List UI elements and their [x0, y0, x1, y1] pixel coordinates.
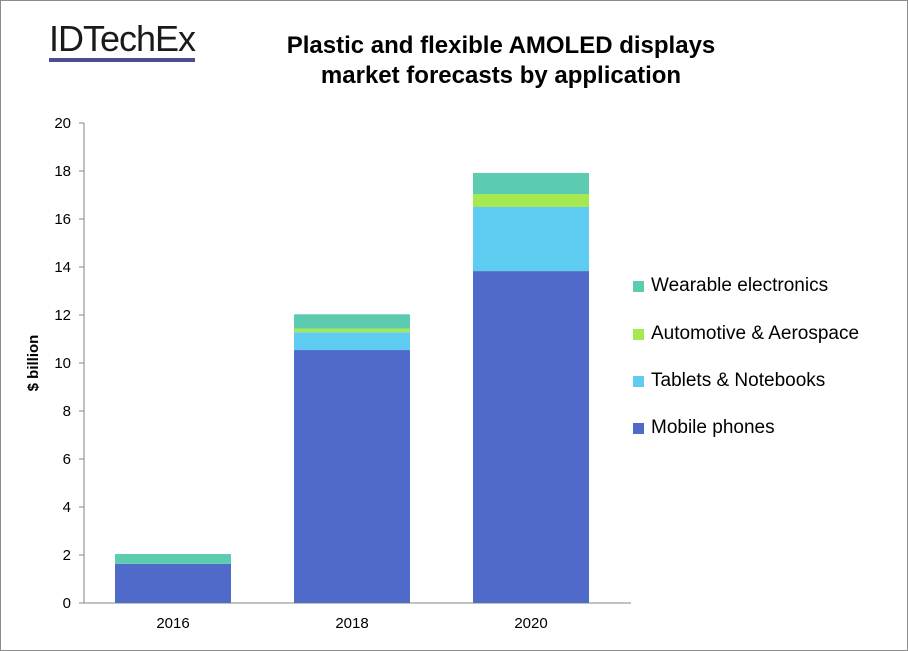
bar-segment-automotive-aerospace-2018 [294, 328, 410, 333]
legend-item: Tablets & Notebooks [633, 370, 825, 392]
bar-segment-mobile-phones-2020 [473, 271, 589, 603]
bar-segment-tablets-notebooks-2018 [294, 332, 410, 351]
legend-swatch [633, 422, 644, 434]
title-line-1: Plastic and flexible AMOLED displays [286, 32, 716, 59]
legend-item: Mobile phones [633, 417, 775, 439]
y-tick-label: 8 [63, 403, 71, 420]
y-tick-label: 4 [63, 499, 71, 516]
y-axis-label: $ billion [25, 335, 42, 392]
legend-swatch [633, 328, 644, 340]
y-tick-label: 2 [63, 547, 71, 564]
legend-label: Tablets & Notebooks [651, 370, 826, 391]
legend-item: Wearable electronics [633, 275, 828, 297]
bar-segment-wearable-electronics-2018 [294, 314, 410, 329]
y-tick-label: 18 [54, 163, 71, 180]
legend-label: Automotive & Aerospace [651, 323, 860, 344]
title-line-2: market forecasts by application [320, 62, 682, 89]
bar-segment-tablets-notebooks-2020 [473, 207, 589, 272]
y-tick-label: 0 [63, 595, 71, 612]
legend-item: Automotive & Aerospace [633, 323, 859, 345]
bar-segment-wearable-electronics-2016 [115, 554, 231, 564]
x-tick-label: 2018 [335, 615, 368, 632]
y-tick-label: 10 [54, 355, 71, 372]
bar-segment-mobile-phones-2018 [294, 350, 410, 603]
x-tick-label: 2020 [514, 615, 547, 632]
y-tick-label: 14 [54, 259, 71, 276]
legend-label: Mobile phones [651, 417, 775, 438]
bar-segment-automotive-aerospace-2020 [473, 194, 589, 207]
y-tick-label: 16 [54, 211, 71, 228]
bar-segment-wearable-electronics-2020 [473, 172, 589, 195]
idtechex-logo: IDTechEx [49, 21, 196, 62]
y-tick-label: 12 [54, 307, 71, 324]
y-tick-label: 6 [63, 451, 71, 468]
y-tick-label: 20 [54, 115, 71, 132]
legend-swatch [633, 375, 644, 387]
chart-title: Plastic and flexible AMOLED displays mar… [201, 31, 801, 91]
x-tick-label: 2016 [156, 615, 189, 632]
legend-label: Wearable electronics [651, 275, 829, 296]
bar-segment-mobile-phones-2016 [115, 563, 231, 603]
legend-swatch [633, 280, 644, 292]
